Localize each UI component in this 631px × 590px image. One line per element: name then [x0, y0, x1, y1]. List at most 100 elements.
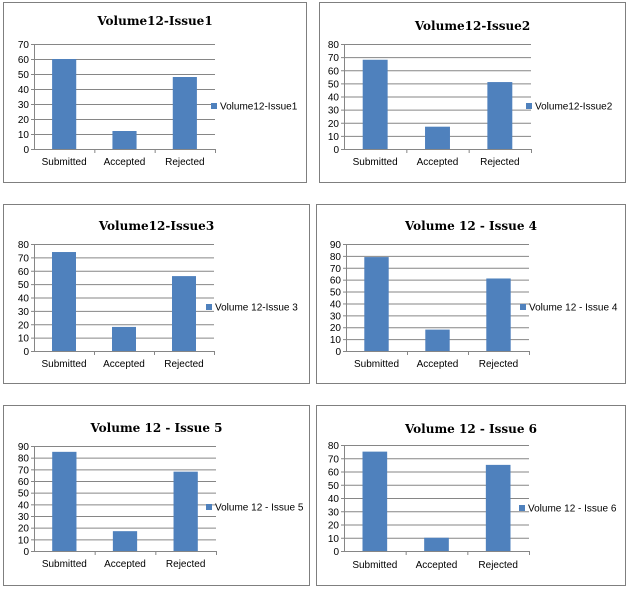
- bar-submitted: [364, 257, 389, 352]
- y-tick-label: 60: [18, 267, 30, 278]
- y-tick-label: 10: [328, 132, 340, 143]
- y-tick-label: 0: [23, 347, 29, 358]
- legend-label: Volume 12 - Issue 4: [529, 303, 618, 314]
- legend-label: Volume 12 - Issue 6: [528, 504, 617, 515]
- bar-rejected: [485, 464, 511, 552]
- chart-title: Volume 12 - Issue 4: [404, 219, 537, 233]
- y-tick-label: 10: [328, 534, 340, 545]
- y-tick-label: 80: [328, 40, 340, 51]
- x-tick-label: Rejected: [166, 559, 205, 570]
- x-tick-label: Accepted: [417, 359, 459, 370]
- x-tick-label: Submitted: [41, 359, 86, 370]
- bar-rejected: [172, 77, 197, 150]
- y-tick-label: 50: [18, 280, 30, 291]
- y-tick-label: 20: [330, 323, 342, 334]
- chart-issue-3: Volume12-Issue3 0 10 20 30 40 50 60 70 80 Submitte…: [18, 219, 298, 370]
- legend-label: Volume 12-Issue 3: [215, 303, 298, 314]
- bar-submitted: [52, 59, 77, 150]
- y-tick-label: 0: [23, 547, 29, 558]
- y-tick-label: 20: [328, 521, 340, 532]
- y-tick-label: 0: [23, 145, 29, 156]
- x-tick-label: Submitted: [42, 559, 87, 570]
- y-tick-label: 30: [328, 507, 340, 518]
- y-tick-label: 60: [328, 468, 340, 479]
- y-tick-label: 70: [18, 253, 30, 264]
- y-tick-label: 20: [18, 320, 30, 331]
- y-tick-label: 60: [18, 55, 30, 66]
- y-tick-label: 20: [18, 115, 30, 126]
- x-tick-label: Accepted: [104, 157, 146, 168]
- chart-title: Volume 12 - Issue 5: [89, 421, 222, 435]
- x-tick-label: Rejected: [480, 157, 519, 168]
- y-tick-label: 50: [18, 70, 30, 81]
- chart-title: Volume12-Issue3: [98, 219, 214, 233]
- x-tick-label: Submitted: [354, 359, 399, 370]
- x-tick-label: Rejected: [478, 560, 517, 571]
- bar-accepted: [425, 329, 450, 352]
- y-tick-label: 80: [328, 441, 340, 452]
- bar-rejected: [172, 276, 196, 352]
- legend-swatch: [519, 505, 525, 511]
- y-tick-label: 70: [330, 264, 342, 275]
- chart-panel-issue-2: Volume12-Issue2 0 10 20 30 40 50 60 70 80 Submitte…: [319, 2, 626, 183]
- chart-issue-1: Volume12-Issue1 0 10 20 30 40 50 60 70 Submitted A…: [18, 14, 298, 168]
- x-tick-label: Rejected: [164, 359, 203, 370]
- bar-accepted: [112, 326, 136, 352]
- chart-title: Volume 12 - Issue 6: [404, 422, 537, 436]
- x-tick-label: Submitted: [42, 157, 87, 168]
- y-tick-label: 0: [335, 347, 341, 358]
- y-tick-label: 40: [328, 494, 340, 505]
- y-tick-label: 40: [330, 299, 342, 310]
- chart-panel-issue-6: Volume 12 - Issue 6 0 10 20 30 40 50 60 70 80 Subm…: [316, 405, 626, 586]
- bar-accepted: [424, 537, 449, 552]
- y-tick-label: 10: [18, 130, 30, 141]
- legend-swatch: [206, 504, 212, 510]
- chart-issue-2: Volume12-Issue2 0 10 20 30 40 50 60 70 80 Submitte…: [328, 19, 613, 168]
- chart-panel-issue-4: Volume 12 - Issue 4 0 10 20 30 40 50 60 70 80 90 Su…: [316, 204, 626, 384]
- bar-rejected: [486, 278, 511, 352]
- chart-title: Volume12-Issue1: [96, 14, 212, 28]
- chart-title: Volume12-Issue2: [414, 19, 530, 33]
- y-tick-label: 60: [18, 477, 30, 488]
- y-tick-label: 30: [18, 100, 30, 111]
- y-tick-label: 40: [18, 500, 30, 511]
- legend-swatch: [526, 103, 532, 109]
- y-tick-label: 40: [18, 85, 30, 96]
- legend-swatch: [211, 103, 217, 109]
- y-tick-label: 80: [330, 252, 342, 263]
- y-tick-label: 50: [18, 489, 30, 500]
- y-tick-label: 40: [328, 93, 340, 104]
- y-tick-label: 30: [18, 307, 30, 318]
- y-tick-label: 30: [330, 311, 342, 322]
- chart-panel-issue-3: Volume12-Issue3 0 10 20 30 40 50 60 70 80 Submitte…: [3, 204, 310, 384]
- y-tick-label: 70: [328, 454, 340, 465]
- y-tick-label: 10: [330, 335, 342, 346]
- y-tick-label: 80: [18, 454, 30, 465]
- x-tick-label: Submitted: [352, 560, 397, 571]
- legend-label: Volume12-Issue2: [535, 102, 613, 113]
- y-tick-label: 40: [18, 294, 30, 305]
- y-tick-label: 30: [328, 106, 340, 117]
- chart-panel-issue-1: Volume12-Issue1 0 10 20 30 40 50 60 70 Submitted A…: [3, 2, 307, 183]
- legend-swatch: [206, 304, 212, 310]
- y-tick-label: 60: [330, 276, 342, 287]
- y-tick-label: 90: [18, 442, 30, 453]
- x-tick-label: Rejected: [479, 359, 518, 370]
- y-tick-label: 0: [333, 145, 339, 156]
- chart-panel-issue-5: Volume 12 - Issue 5 0 10 20 30 40 50 60 70 80 90 Su…: [3, 405, 310, 586]
- legend-swatch: [520, 304, 526, 310]
- y-tick-label: 70: [328, 53, 340, 64]
- bar-accepted: [112, 131, 137, 150]
- y-tick-label: 0: [333, 547, 339, 558]
- legend-label: Volume12-Issue1: [220, 102, 298, 113]
- bar-accepted: [425, 126, 450, 150]
- y-tick-label: 70: [18, 40, 30, 51]
- bar-submitted: [362, 59, 388, 150]
- y-tick-label: 50: [328, 79, 340, 90]
- y-tick-label: 10: [18, 535, 30, 546]
- y-tick-label: 10: [18, 334, 30, 345]
- x-tick-label: Accepted: [103, 359, 145, 370]
- y-tick-label: 20: [18, 524, 30, 535]
